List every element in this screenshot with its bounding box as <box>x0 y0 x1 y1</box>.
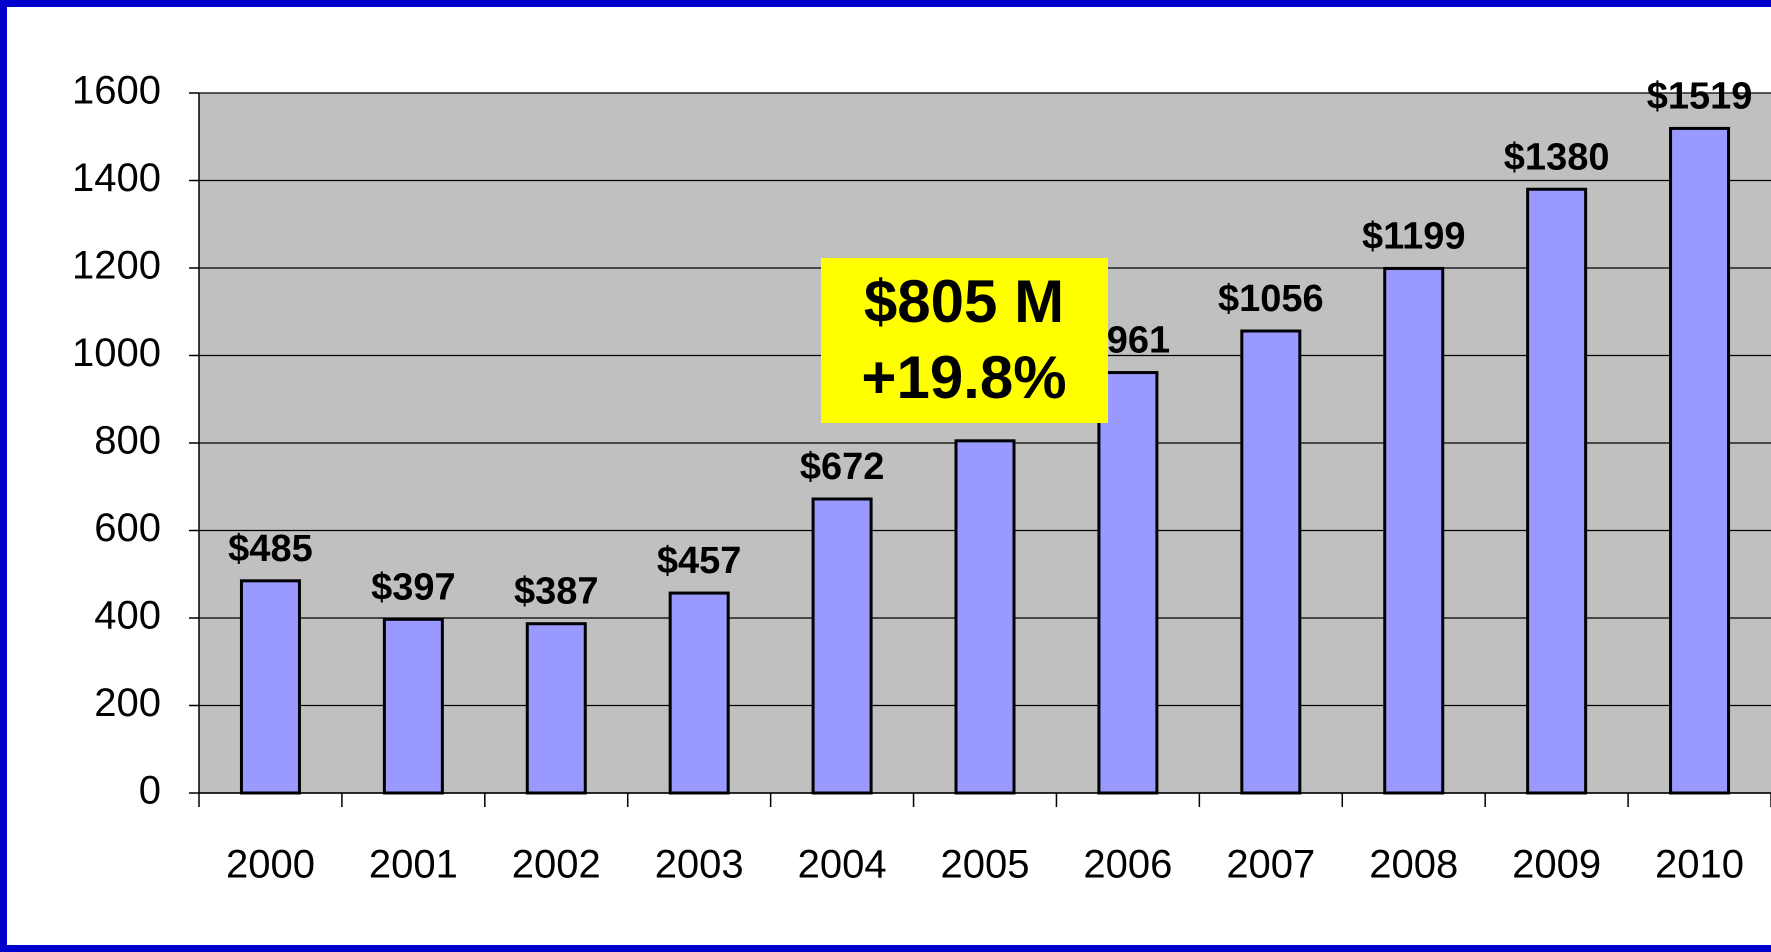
x-tick-label: 2001 <box>369 843 458 887</box>
data-label: $1056 <box>1218 278 1324 320</box>
data-label: $1380 <box>1504 136 1610 178</box>
x-tick-label: 2004 <box>798 843 887 887</box>
x-tick-label: 2005 <box>941 843 1030 887</box>
bar <box>1669 126 1731 795</box>
bar <box>382 617 444 795</box>
bar <box>525 622 587 795</box>
annotation-text: +19.8% <box>861 344 1066 411</box>
bar <box>239 579 301 795</box>
y-tick-label: 800 <box>94 419 161 463</box>
bar <box>954 439 1016 795</box>
annotation-box <box>821 258 1108 423</box>
data-label: $485 <box>228 528 313 570</box>
bar <box>1383 266 1445 795</box>
data-label: $1199 <box>1362 215 1466 257</box>
bar <box>811 497 873 795</box>
x-tick-label: 2006 <box>1083 843 1172 887</box>
data-label: $397 <box>371 566 456 608</box>
y-tick-label: 1600 <box>72 69 161 113</box>
plot-area: 0 200 400 600 800 1000 1200 1400 1600 2000 $485 200… <box>72 69 1771 887</box>
y-tick-label: 0 <box>139 769 161 813</box>
x-tick-label: 2008 <box>1369 843 1458 887</box>
x-tick-label: 2007 <box>1226 843 1315 887</box>
bar <box>1526 187 1588 795</box>
x-tick-label: 2009 <box>1512 843 1601 887</box>
bar <box>1097 371 1159 795</box>
x-tick-label: 2003 <box>655 843 744 887</box>
y-tick-label: 400 <box>94 594 161 638</box>
bar <box>1240 329 1302 795</box>
y-tick-label: 1400 <box>72 156 161 200</box>
y-tick-label: 200 <box>94 681 161 725</box>
y-tick-label: 600 <box>94 506 161 550</box>
bar <box>668 591 730 795</box>
y-tick-label: 1200 <box>72 244 161 288</box>
y-tick-label: 1000 <box>72 331 161 375</box>
x-tick-label: 2010 <box>1655 843 1744 887</box>
data-label: $387 <box>514 571 599 613</box>
data-label: $672 <box>800 446 885 488</box>
annotation-text: $805 M <box>864 268 1064 335</box>
x-tick-label: 2002 <box>512 843 601 887</box>
data-label: $1519 <box>1647 75 1753 117</box>
x-tick-label: 2000 <box>226 843 315 887</box>
data-label: $457 <box>657 540 742 582</box>
